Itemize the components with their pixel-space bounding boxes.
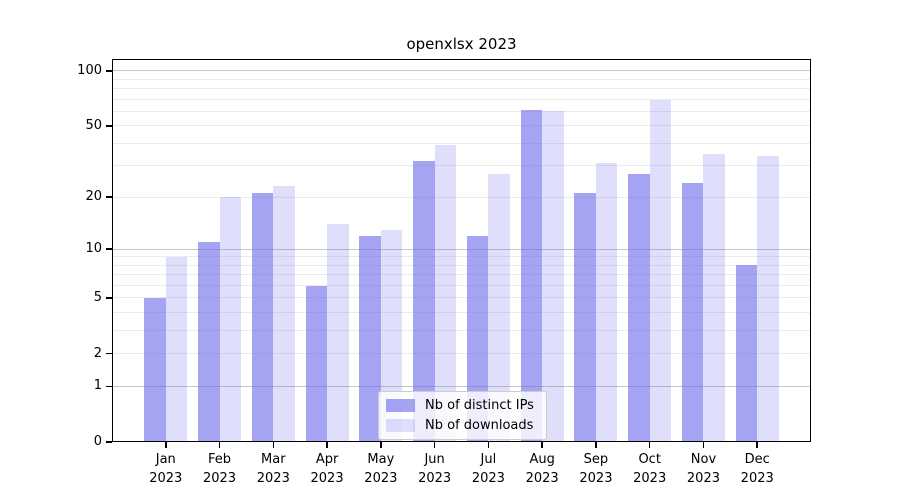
x-tick-label: Jan 2023: [149, 452, 183, 486]
bars-layer: [112, 59, 811, 442]
bar-distinct-ips: [305, 285, 328, 442]
x-tick-label: Apr 2023: [310, 452, 344, 486]
bar-downloads: [327, 224, 349, 442]
x-tick-mark: [165, 442, 167, 448]
gridline-decade: [112, 248, 811, 250]
y-tick-label: 2: [93, 345, 102, 361]
x-tick-mark: [648, 442, 651, 448]
y-tick-label: 0: [93, 434, 102, 449]
x-tick-label: Jul 2023: [471, 452, 505, 486]
bar-distinct-ips: [251, 193, 274, 442]
x-tick-label: Dec 2023: [740, 452, 774, 486]
y-tick-label: 100: [77, 62, 102, 78]
x-tick-mark: [487, 442, 490, 448]
gridline-minor: [112, 264, 811, 266]
bar-distinct-ips: [574, 193, 596, 442]
bar-distinct-ips: [628, 174, 650, 442]
bar-downloads: [542, 111, 564, 442]
legend-entry-distinct-ips: Nb of distinct IPs: [386, 398, 534, 413]
y-tick-label: 5: [93, 289, 102, 305]
gridline-minor: [112, 142, 811, 144]
legend: Nb of distinct IPs Nb of downloads: [378, 391, 547, 440]
x-tick-mark: [541, 442, 543, 448]
grid-layer: [112, 59, 811, 442]
legend-label-distinct-ips: Nb of distinct IPs: [425, 398, 534, 413]
gridline-minor: [112, 274, 811, 276]
bar-downloads: [434, 145, 457, 442]
bar-distinct-ips: [198, 242, 220, 442]
chart-title: openxlsx 2023: [406, 35, 517, 53]
gridline-decade: [112, 70, 811, 72]
bar-distinct-ips: [144, 297, 166, 442]
x-tick-mark: [756, 442, 758, 448]
bar-downloads: [595, 163, 618, 442]
gridline-minor: [112, 125, 811, 127]
gridline-minor: [112, 297, 811, 299]
bar-distinct-ips: [359, 235, 381, 442]
gridline-minor: [112, 285, 811, 286]
bar-distinct-ips: [735, 265, 758, 442]
gridline-decade: [112, 385, 811, 387]
gridline-minor: [112, 353, 811, 355]
y-tick-label: 20: [85, 189, 102, 205]
gridline-minor: [112, 165, 811, 167]
bar-distinct-ips: [681, 183, 704, 442]
x-tick-mark: [702, 442, 705, 448]
x-tick-mark: [272, 442, 275, 448]
bar-downloads: [273, 186, 295, 442]
x-tick-label: Mar 2023: [256, 452, 290, 486]
bar-downloads: [219, 197, 242, 442]
legend-swatch-distinct-ips: [386, 399, 415, 412]
bar-distinct-ips: [520, 110, 543, 442]
gridline-minor: [112, 330, 811, 332]
bar-distinct-ips: [413, 160, 435, 442]
gridline-minor: [112, 98, 811, 100]
bar-downloads: [165, 256, 188, 442]
gridline-minor: [112, 196, 811, 198]
bar-downloads: [380, 229, 403, 442]
x-tick-label: Oct 2023: [633, 452, 667, 486]
gridline-minor: [112, 78, 811, 80]
y-tick-label: 1: [93, 378, 102, 394]
x-tick-label: Jun 2023: [418, 452, 452, 486]
bar-downloads: [703, 153, 725, 442]
gridline-minor: [112, 312, 811, 314]
x-tick-mark: [433, 442, 436, 448]
x-tick-label: Feb 2023: [202, 452, 237, 486]
gridline-minor: [112, 88, 811, 90]
y-tick-label: 50: [85, 117, 102, 133]
plot-area: Nb of distinct IPs Nb of downloads: [112, 59, 811, 442]
bar-downloads: [488, 174, 510, 442]
legend-label-downloads: Nb of downloads: [425, 418, 534, 433]
x-tick-mark: [326, 442, 328, 448]
x-tick-label: Aug 2023: [525, 452, 559, 486]
x-tick-mark: [218, 442, 221, 448]
gridline-minor: [112, 110, 811, 112]
legend-entry-downloads: Nb of downloads: [386, 418, 534, 433]
x-tick-mark: [380, 442, 382, 448]
bar-distinct-ips: [466, 235, 489, 442]
x-tick-label: May 2023: [364, 452, 398, 486]
gridline-minor: [112, 256, 811, 258]
bar-downloads: [649, 100, 672, 442]
y-tick-label: 10: [85, 241, 102, 257]
legend-swatch-downloads: [386, 419, 415, 432]
bar-downloads: [757, 156, 779, 442]
x-tick-label: Sep 2023: [579, 452, 613, 486]
x-tick-mark: [595, 442, 597, 448]
x-tick-label: Nov 2023: [686, 452, 720, 486]
